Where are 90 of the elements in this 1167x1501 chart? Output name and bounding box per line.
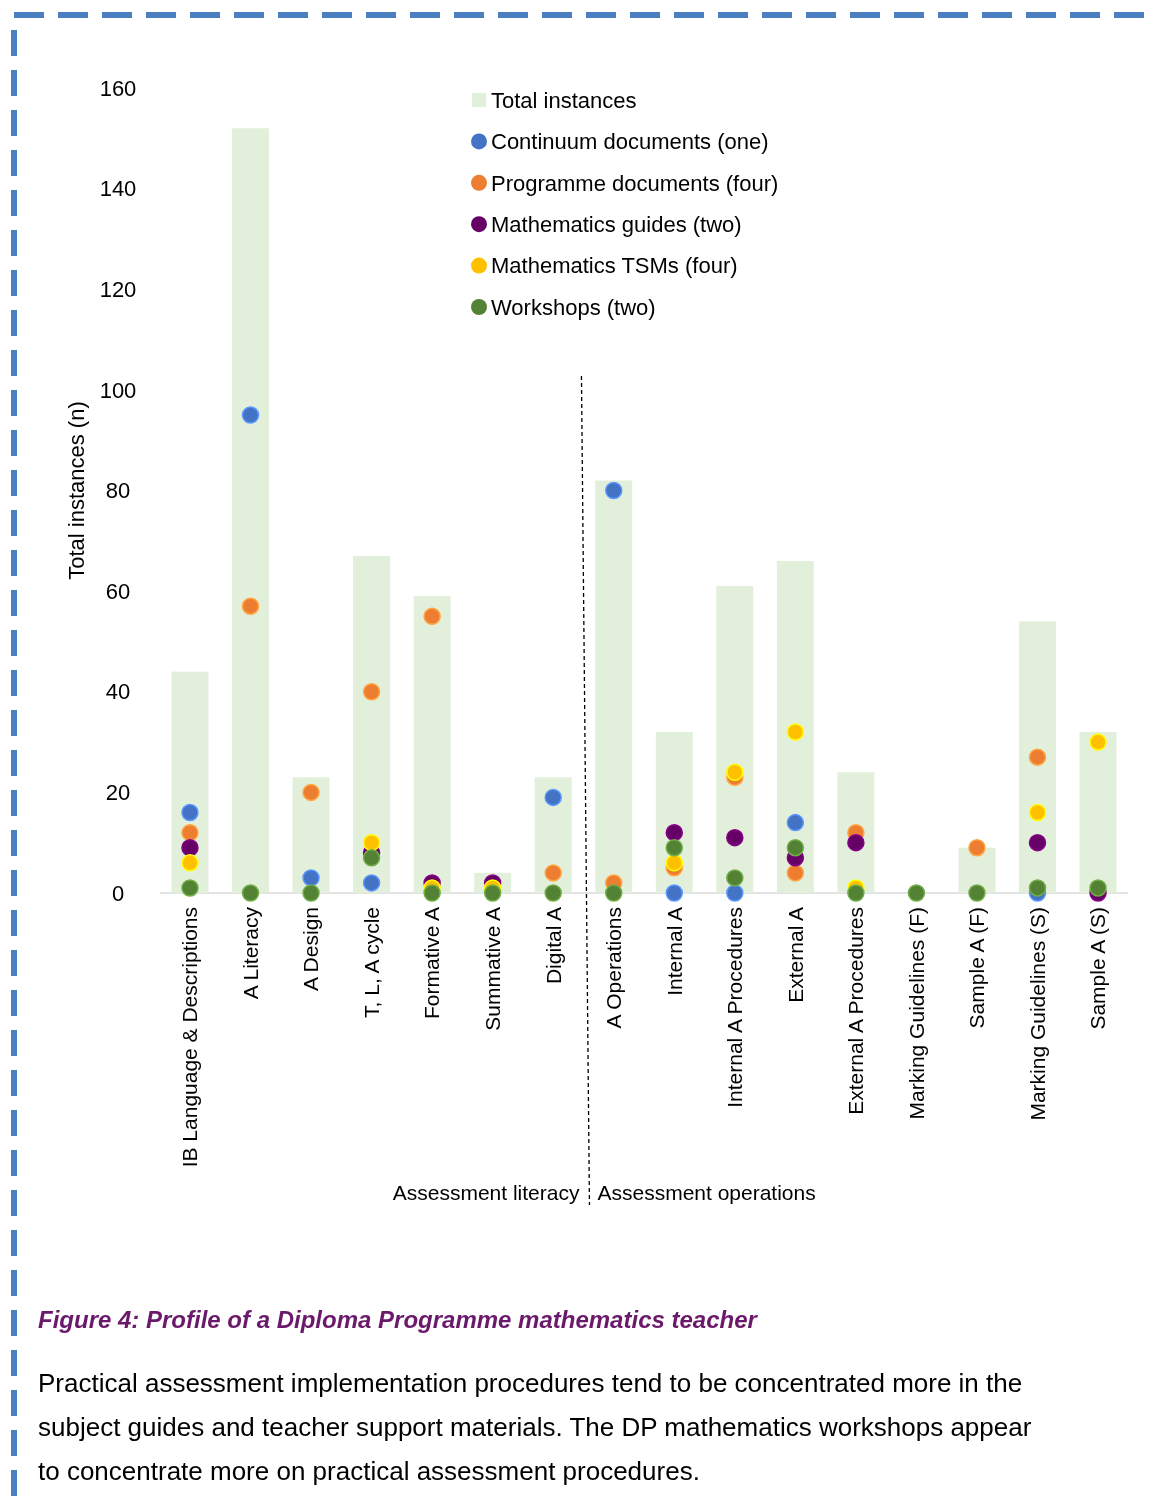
point [604,481,623,500]
y-tick-label: 60 [105,578,131,604]
point [423,607,441,626]
bar [716,586,754,893]
y-tick-label: 80 [105,478,131,504]
point [726,828,744,847]
legend-label: Mathematics TSMs (four) [491,253,738,279]
y-tick-label: 0 [111,880,125,906]
point [907,884,926,902]
y-tick-label: 100 [99,377,137,403]
point [726,763,744,781]
legend-label: Programme documents (four) [491,170,779,196]
x-tick-label: Internal A [662,907,686,996]
bar [232,128,269,893]
point [181,823,199,842]
point [1028,748,1047,766]
x-tick-label: Sample A (F) [965,907,989,1029]
point [968,884,986,902]
x-tick-label: Marking Guidelines (S) [1025,907,1049,1121]
point [181,803,199,822]
point [362,833,381,852]
point [302,783,320,802]
x-tick-label: A Literacy [238,906,262,1000]
bar [776,560,814,893]
point [181,879,199,897]
x-tick-label: Sample A (S) [1086,907,1110,1030]
text: Practical assessment implementation procedures tend to be concentrated more in the subject guides and teacher support materials. The DP mathematics workshops appear to concentrate more on practical assessment procedures. [38,1368,1032,1486]
x-tick-label: Internal A Procedures [723,907,747,1108]
point [1028,879,1047,897]
point [665,854,684,872]
bar [595,480,633,893]
point [544,864,562,882]
point [241,406,260,424]
point [726,884,744,902]
point [1089,879,1107,897]
y-tick-label: 140 [99,176,137,202]
x-tick-label: A Design [299,907,323,992]
bar [353,555,391,893]
y-tick-label: 120 [99,276,137,302]
bar [1019,621,1056,893]
legend-label: Total instances [491,87,637,113]
x-tick-label: Digital A [541,907,565,985]
y-tick-label: 40 [105,679,131,705]
x-tick-label: External A Procedures [844,907,868,1115]
point [847,884,865,902]
point [302,869,320,887]
x-tick-label: External A [783,907,807,1003]
x-tick-label: Summative A [481,907,505,1031]
point [423,884,441,902]
point [362,874,381,892]
text: Assessment literacy [392,1181,580,1204]
point [1089,733,1107,751]
x-tick-label: T, L, A cycle [359,907,383,1018]
point [665,823,684,842]
y-axis-title: Total instances (n) [64,401,89,580]
legend-label: Mathematics guides (two) [491,211,742,237]
point [726,869,744,887]
point [483,884,502,902]
point [665,884,684,902]
x-tick-label: Marking Guidelines (F) [904,907,928,1120]
bar [413,596,451,893]
point [786,838,805,857]
point [847,833,865,852]
point [302,884,320,902]
point [241,597,260,615]
point [181,838,199,857]
point [786,723,805,741]
point [362,683,381,701]
x-tick-label: A Operations [602,907,626,1029]
text: Figure 4: Profile of a Diploma Programme mathematics teacher [38,1306,759,1333]
point [786,864,805,882]
point [968,838,986,857]
bar [1079,732,1117,893]
point [544,788,562,807]
point [362,849,381,867]
legend-label: Continuum documents (one) [491,129,769,155]
y-tick-label: 160 [99,75,137,101]
y-tick-label: 20 [105,780,131,806]
point [544,884,562,902]
x-tick-label: Formative A [420,907,444,1020]
legend-label: Workshops (two) [491,294,656,320]
point [181,854,199,872]
point [1028,833,1047,852]
point [604,884,623,902]
point [786,813,805,832]
point [241,884,260,902]
point [665,838,684,857]
text: Assessment operations [597,1181,816,1204]
x-tick-label: IB Language & Descriptions [178,907,202,1168]
point [1028,803,1047,822]
